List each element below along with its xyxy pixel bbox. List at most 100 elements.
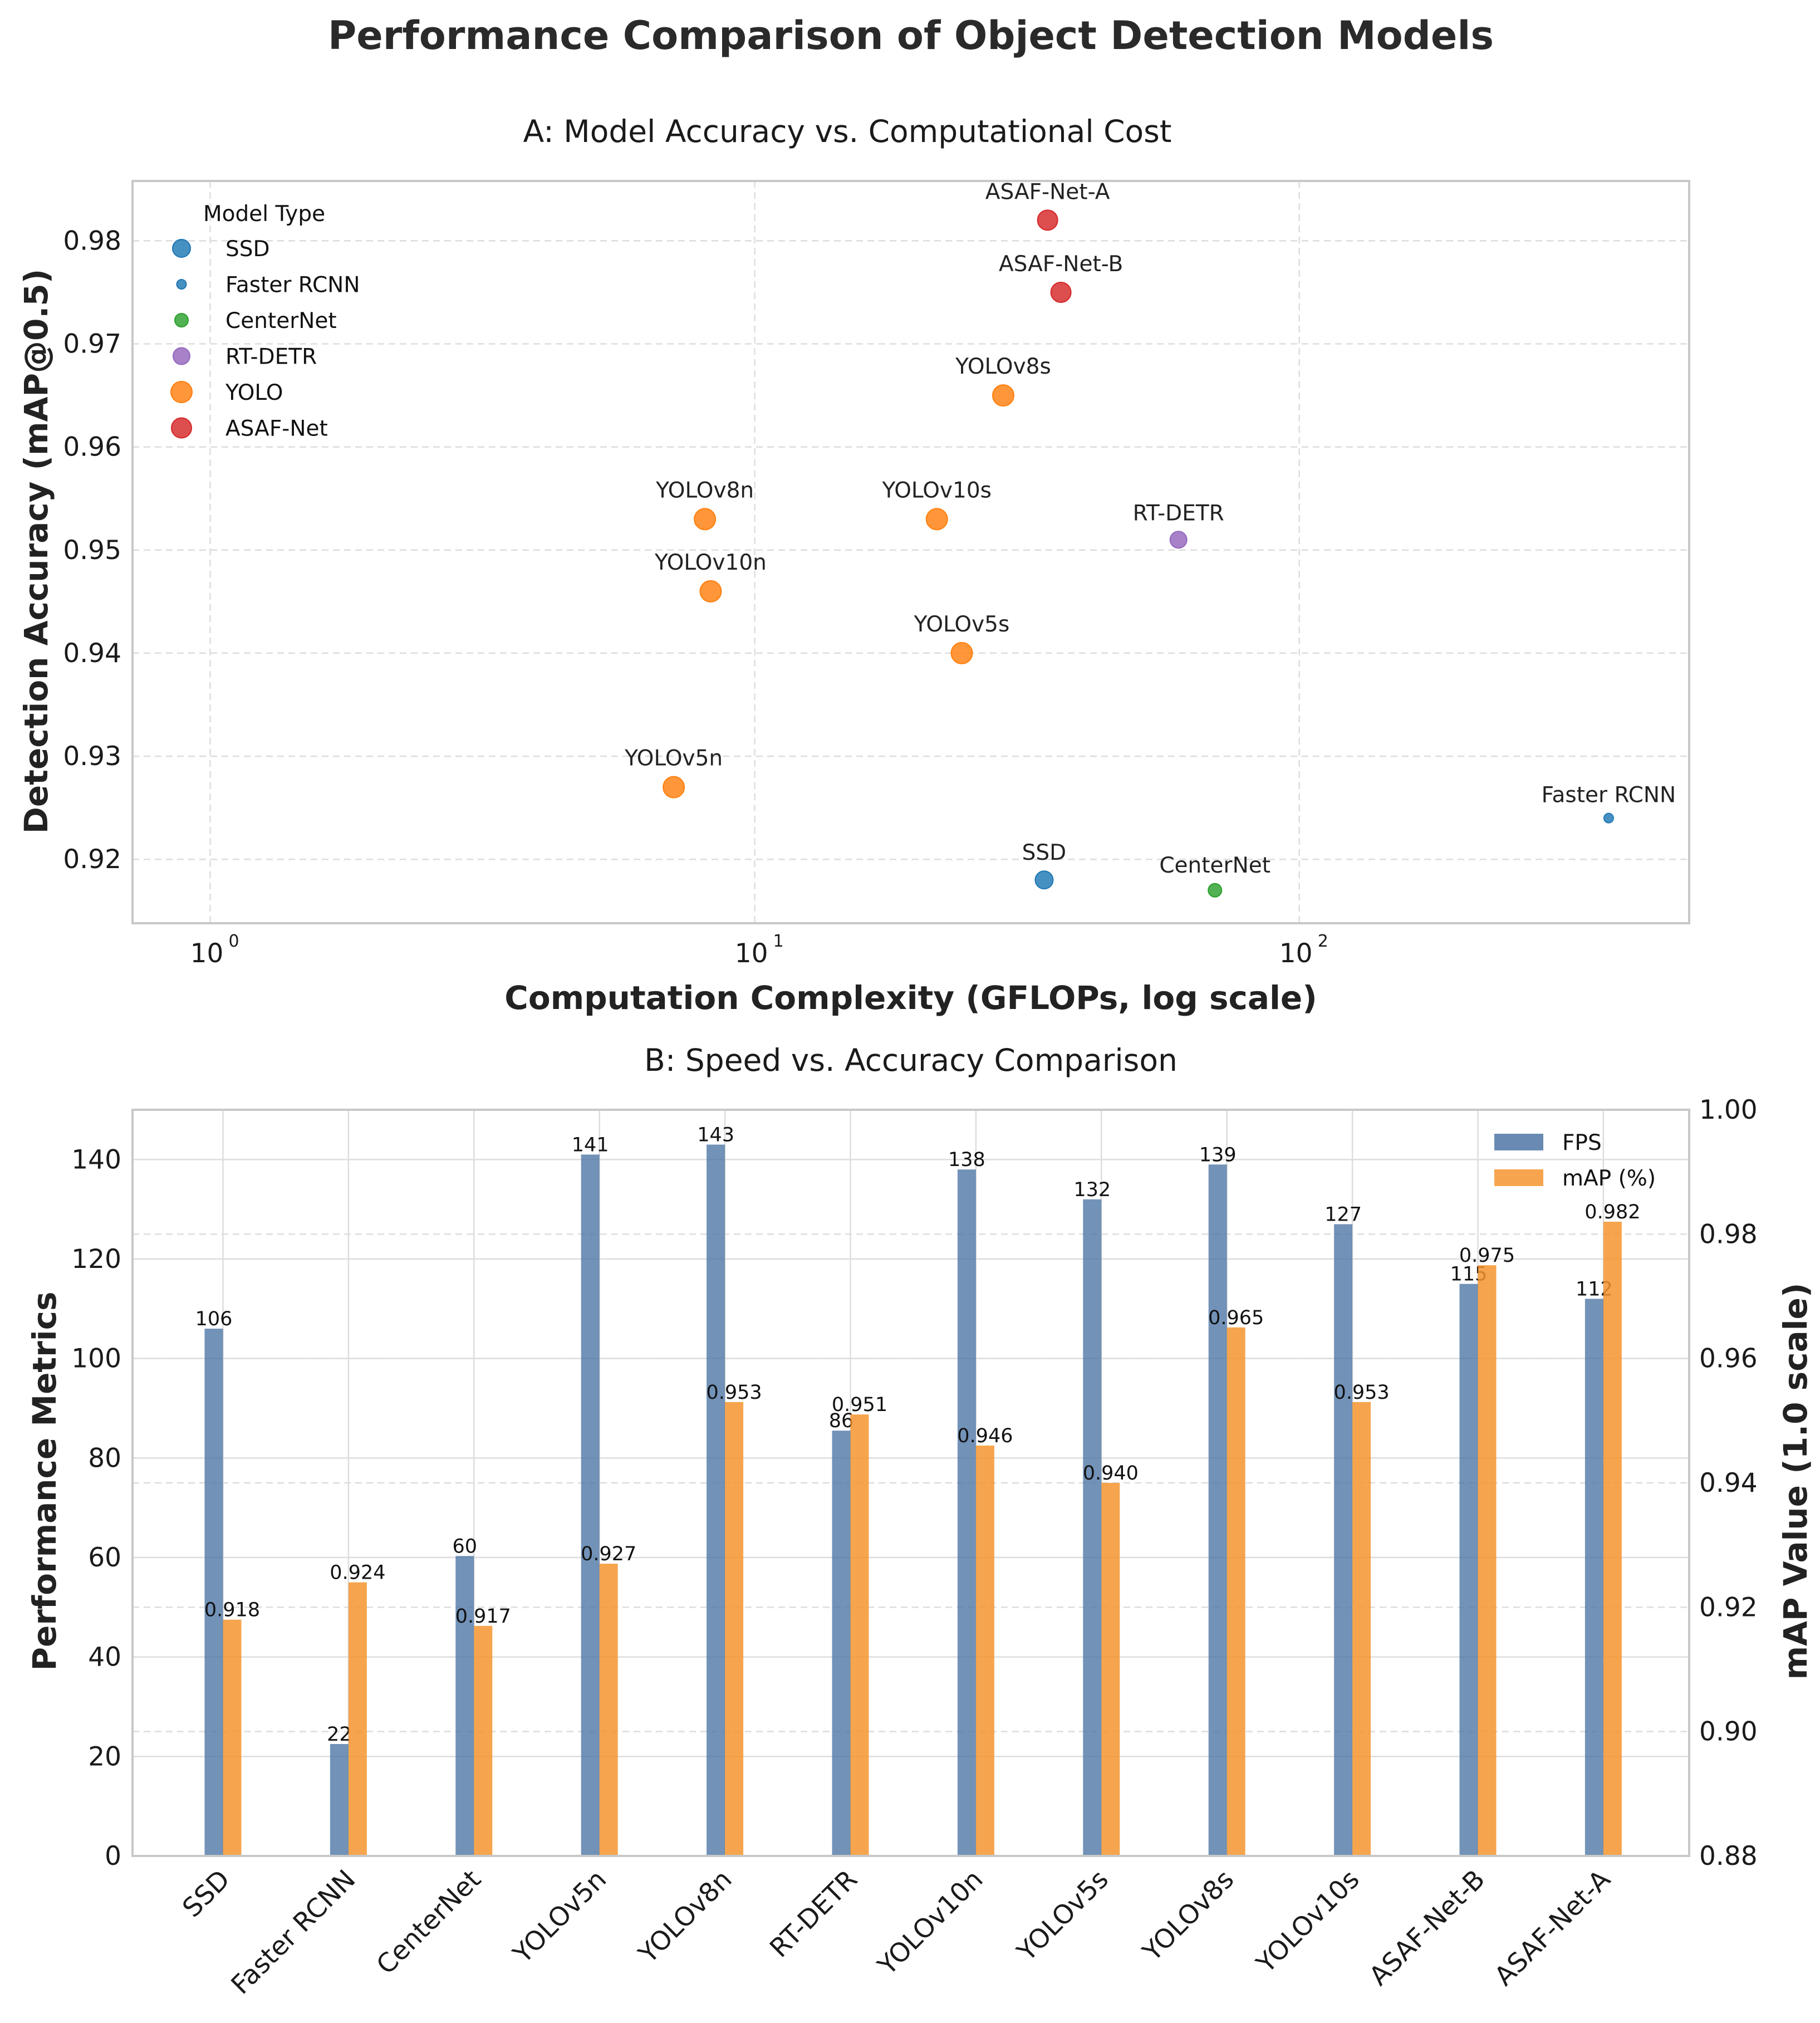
legend-entry-label: FPS xyxy=(1562,1130,1602,1155)
legend-entry-label: YOLO xyxy=(225,380,283,405)
bar-x-tick-label: YOLOv5n xyxy=(507,1864,613,1970)
scatter-point-label: YOLOv8s xyxy=(955,354,1051,379)
bar-y2-tick-label: 1.00 xyxy=(1699,1095,1758,1125)
bar-x-tick-label: YOLOv10n xyxy=(872,1864,989,1982)
scatter-panel: A: Model Accuracy vs. Computational Cost… xyxy=(17,114,1690,1017)
scatter-point-asaf-net-a xyxy=(1037,209,1058,231)
scatter-point-label: ASAF-Net-B xyxy=(999,252,1123,277)
x-tick-base: 10 xyxy=(1279,938,1313,969)
map-bar-label: 0.951 xyxy=(832,1394,887,1416)
bar-y2-tick-label: 0.96 xyxy=(1699,1344,1758,1374)
bar-title: B: Speed vs. Accuracy Comparison xyxy=(644,1042,1178,1078)
legend-marker xyxy=(170,381,193,403)
scatter-points: SSD Faster RCNN CenterNet RT-DETR YOLOv5n YOL… xyxy=(624,179,1676,898)
x-tick-exponent: 2 xyxy=(1318,932,1328,951)
bar-y-tick-label: 80 xyxy=(88,1443,121,1473)
fps-bar xyxy=(330,1744,349,1856)
scatter-grid xyxy=(133,181,1689,923)
scatter-point-yolov10n xyxy=(699,580,722,603)
legend-entry-label: ASAF-Net xyxy=(225,417,328,442)
scatter-y-ticks: 0.92 0.93 0.94 0.95 0.96 0.97 0.98 xyxy=(63,226,121,875)
scatter-point-yolov5s xyxy=(950,641,973,664)
bar-frame xyxy=(131,1109,1690,1857)
scatter-y-axis-label: Detection Accuracy (mAP@0.5) xyxy=(17,269,55,834)
scatter-point-label: CenterNet xyxy=(1159,853,1270,878)
scatter-y-tick-label: 0.93 xyxy=(63,741,121,772)
scatter-point-ssd xyxy=(1034,870,1054,890)
map-bar-label: 0.940 xyxy=(1083,1462,1139,1485)
fps-bar-label: 141 xyxy=(572,1134,609,1156)
legend-marker xyxy=(174,313,189,327)
map-bar xyxy=(1352,1402,1371,1856)
scatter-y-tick-label: 0.92 xyxy=(63,844,121,875)
bar-y-tick-label: 40 xyxy=(88,1642,121,1673)
legend-entry-label: SSD xyxy=(225,237,270,262)
map-bar-label: 0.924 xyxy=(330,1562,385,1584)
map-bar xyxy=(1101,1483,1120,1856)
bar-x-tick-label: YOLOv8s xyxy=(1136,1864,1240,1968)
fps-bar-label: 132 xyxy=(1073,1179,1111,1201)
scatter-point-yolov8s xyxy=(992,384,1014,407)
fps-bar xyxy=(1459,1284,1478,1856)
scatter-title: A: Model Accuracy vs. Computational Cost xyxy=(523,114,1172,149)
map-bar xyxy=(725,1402,744,1856)
bar-y-tick-label: 120 xyxy=(71,1244,121,1275)
bar-panel: B: Speed vs. Accuracy Comparison 106 0.91… xyxy=(26,1042,1814,2000)
scatter-x-tick-label: 10 1 xyxy=(735,932,784,969)
scatter-point-rt-detr xyxy=(1169,531,1188,549)
scatter-legend: Model Type SSD Faster RCNN CenterNet RT-DETR… xyxy=(170,202,360,442)
map-bar-label: 0.946 xyxy=(957,1425,1013,1447)
fps-bar xyxy=(1334,1224,1353,1856)
map-bar-label: 0.953 xyxy=(706,1382,762,1404)
map-bar xyxy=(348,1582,367,1856)
fps-bar xyxy=(581,1154,600,1856)
bar-y2-tick-label: 0.94 xyxy=(1699,1468,1758,1498)
fps-bar-label: 139 xyxy=(1199,1144,1237,1166)
scatter-point-label: SSD xyxy=(1022,840,1067,865)
bar-y2-ticks: 0.88 0.90 0.92 0.94 0.96 0.98 1.00 xyxy=(1699,1095,1758,1872)
legend-entry-label: mAP (%) xyxy=(1562,1166,1656,1191)
bar-x-tick-label: YOLOv8n xyxy=(632,1864,738,1970)
map-bar xyxy=(474,1625,493,1856)
scatter-point-yolov8n xyxy=(694,508,717,531)
legend-swatch xyxy=(1494,1169,1543,1186)
scatter-point-yolov5n xyxy=(663,776,685,799)
map-bar-label: 0.982 xyxy=(1584,1201,1640,1223)
fps-bar xyxy=(455,1556,474,1856)
map-bar-label: 0.953 xyxy=(1333,1382,1389,1404)
bar-y-axis-label: Performance Metrics xyxy=(26,1291,63,1671)
scatter-point-label: YOLOv10n xyxy=(654,550,767,575)
scatter-x-ticks: 10 0 10 1 10 2 xyxy=(190,932,1328,969)
map-bar xyxy=(850,1414,869,1856)
bar-x-tick-label: YOLOv5s xyxy=(1011,1864,1115,1968)
bar-legend: FPS mAP (%) xyxy=(1494,1130,1656,1191)
bar-y2-tick-label: 0.98 xyxy=(1699,1219,1758,1250)
bar-y-tick-label: 20 xyxy=(88,1741,121,1772)
scatter-y-tick-label: 0.98 xyxy=(63,226,121,256)
bar-y-ticks: 0 20 40 60 80 100 120 140 xyxy=(71,1144,121,1872)
map-bar-label: 0.927 xyxy=(581,1543,636,1565)
scatter-point-asaf-net-b xyxy=(1050,281,1072,303)
scatter-y-tick-label: 0.94 xyxy=(63,638,121,669)
fps-bar-label: 106 xyxy=(195,1308,233,1330)
fps-bar xyxy=(1083,1199,1102,1856)
fps-bar xyxy=(204,1329,223,1856)
legend-marker xyxy=(172,239,191,258)
legend-entry-label: Faster RCNN xyxy=(225,273,360,298)
x-tick-exponent: 1 xyxy=(773,932,784,951)
x-tick-base: 10 xyxy=(190,938,224,969)
scatter-point-label: YOLOv5s xyxy=(914,612,1010,637)
bar-x-tick-label: CenterNet xyxy=(371,1864,487,1981)
scatter-y-tick-label: 0.97 xyxy=(63,329,121,360)
legend-entry-label: RT-DETR xyxy=(225,345,317,370)
scatter-y-tick-label: 0.96 xyxy=(63,432,121,463)
scatter-x-axis-label: Computation Complexity (GFLOPs, log scal… xyxy=(504,979,1317,1017)
scatter-frame xyxy=(131,180,1690,924)
bar-x-tick-label: YOLOv10s xyxy=(1250,1864,1366,1980)
fps-bar xyxy=(957,1169,976,1856)
legend-entry-label: CenterNet xyxy=(225,308,337,334)
fps-bar-label: 60 xyxy=(453,1535,478,1557)
map-bar xyxy=(599,1564,618,1856)
x-tick-exponent: 0 xyxy=(229,932,239,951)
